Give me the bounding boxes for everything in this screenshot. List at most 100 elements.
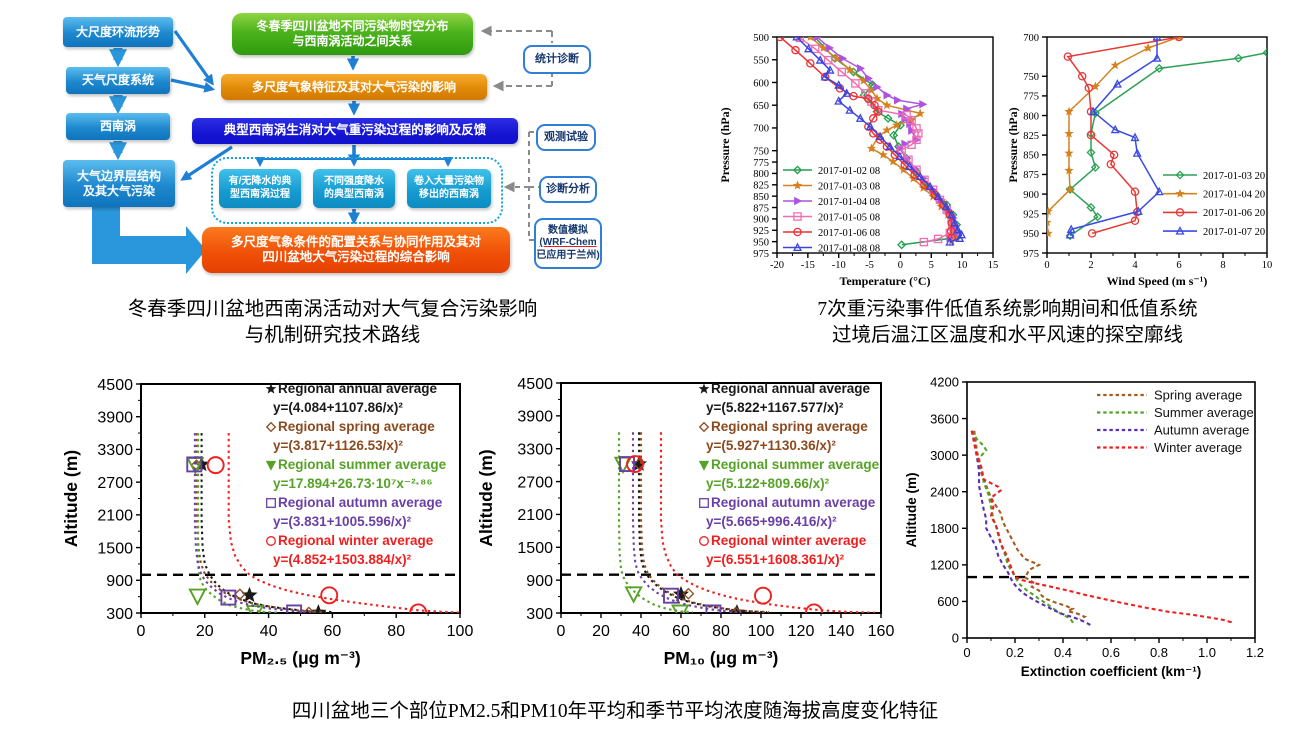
svg-text:10: 10 [957,260,968,271]
svg-text:-15: -15 [801,260,815,271]
svg-text:0.2: 0.2 [1006,645,1024,660]
svg-text:650: 650 [753,101,769,112]
flowchart-box-o1: 多尺度气象特征及其对大气污染的影响 [221,74,487,100]
flowchart-box-r2-line1: 观测试验 [544,130,588,143]
svg-text:y=(4.084+1107.86/x)²: y=(4.084+1107.86/x)² [273,400,403,415]
chart-pm25-altitude: 0 20 40 60 80 100 300 900 1500 2100 2700 3300 3900 45… [55,368,475,685]
temp-profile-svg: -20 -15 -10 -5 0 5 10 15 500 550 600 650 700 75077580… [718,33,999,288]
svg-text:15: 15 [988,260,999,271]
flowchart-box-b4-line1: 大气边界层结构 [76,168,161,183]
svg-text:Altitude (m): Altitude (m) [904,473,919,548]
flowchart-box-o2-line2: 四川盆地大气污染过程的综合影响 [262,250,450,264]
extinction-altitude-svg: 0 0.2 0.4 0.6 0.8 1.0 1.2 0 600 1200 1800 2400 3000 3… [904,375,1264,679]
flowchart-box-r4: 数值模拟 (WRF-Chem 已应用于兰州) [534,218,602,269]
svg-text:0: 0 [557,623,566,640]
flowchart-arrows [92,25,553,274]
bottom-caption-line: 四川盆地三个部位PM2.5和PM10年平均和季节平均浓度随海拔高度变化特征 [291,701,939,722]
svg-text:2017-01-04 08: 2017-01-04 08 [818,197,880,208]
svg-text:750: 750 [1023,72,1039,83]
chart-pm10-altitude: 0 20 40 60 80 100 120 140 160 300 900 1500 2100 2700 3… [470,368,902,685]
svg-text:0: 0 [963,645,970,660]
svg-text:y=(3.817+1126.53/x)²: y=(3.817+1126.53/x)² [273,438,403,453]
svg-text:950: 950 [753,237,769,248]
svg-text:60: 60 [672,623,690,640]
svg-text:100: 100 [447,623,474,640]
svg-text:0: 0 [952,631,959,646]
svg-text:2017-01-07 20: 2017-01-07 20 [1203,227,1265,238]
svg-text:3600: 3600 [930,411,959,426]
svg-text:y=(3.831+1005.596/x)²: y=(3.831+1005.596/x)² [273,514,412,529]
svg-text:700: 700 [1023,33,1039,44]
svg-text:300: 300 [106,606,133,623]
svg-text:y=(5.665+996.416/x)²: y=(5.665+996.416/x)² [706,514,837,529]
svg-text:2017-01-03 08: 2017-01-03 08 [818,181,880,192]
svg-text:600: 600 [937,594,959,609]
svg-text:Regional annual average: Regional annual average [278,381,438,396]
svg-text:4: 4 [1132,260,1138,271]
flowchart-box-b2: 天气尺度系统 [66,67,170,94]
svg-text:40: 40 [632,623,650,640]
svg-text:0.6: 0.6 [1102,645,1120,660]
flowchart-box-b3: 西南涡 [66,113,170,140]
svg-text:925: 925 [1023,210,1039,221]
svg-text:Regional summer average: Regional summer average [278,457,447,472]
svg-text:825: 825 [753,181,769,192]
svg-text:Pressure (hPa): Pressure (hPa) [1006,107,1020,182]
svg-text:2100: 2100 [517,507,553,524]
svg-text:-10: -10 [832,260,846,271]
svg-text:140: 140 [828,623,855,640]
svg-text:1.0: 1.0 [1198,645,1216,660]
svg-text:Summer average: Summer average [1154,405,1254,420]
flowchart-box-g1-line2: 与西南涡活动之间关系 [292,34,413,48]
profiles-caption: 7次重污染事件低值系统影响期间和低值系统 过境后温江区温度和水平风速的探空廓线 [735,297,1280,348]
flowchart-box-r4-line3: 已应用于兰州) [536,249,600,261]
svg-text:700: 700 [753,124,769,135]
svg-text:Winter average: Winter average [1154,440,1242,455]
svg-text:925: 925 [753,226,769,237]
svg-text:0.8: 0.8 [1150,645,1168,660]
flowchart-box-o2: 多尺度气象条件的配置关系与协同作用及其对 四川盆地大气污染过程的综合影响 [202,227,510,273]
svg-text:850: 850 [753,192,769,203]
svg-text:800: 800 [1023,111,1039,122]
flowchart-box-o1-line1: 多尺度气象特征及其对大气污染的影响 [251,79,456,94]
flowchart-box-c3-line1: 卷入大量污染物 [414,176,484,188]
flowchart-box-r3-line1: 诊断分析 [546,182,590,195]
svg-text:775: 775 [1023,92,1039,103]
svg-text:1800: 1800 [930,521,959,536]
svg-text:Altitude (m): Altitude (m) [476,449,496,546]
svg-text:2017-01-06 20: 2017-01-06 20 [1203,208,1265,219]
chart-extinction-altitude: 0 0.2 0.4 0.6 0.8 1.0 1.2 0 600 1200 1800 2400 3000 3… [900,368,1302,685]
svg-text:875: 875 [753,203,769,214]
svg-text:120: 120 [788,623,815,640]
chart-windspeed-profile: 0 2 4 6 8 10 700 750 775 800 825 850 875 900 925 950 975… [1003,15,1275,298]
svg-text:Regional autumn average: Regional autumn average [278,495,443,510]
svg-text:3300: 3300 [97,442,133,459]
svg-text:2017-01-06 08: 2017-01-06 08 [818,228,880,239]
svg-text:Temperature (°C): Temperature (°C) [839,274,930,288]
svg-text:Regional summer average: Regional summer average [711,457,880,472]
svg-text:2017-01-08 08: 2017-01-08 08 [818,243,880,254]
svg-text:PM₁₀ (μg m⁻³): PM₁₀ (μg m⁻³) [664,648,779,668]
flowchart-box-bb-line1: 典型西南涡生消对大气重污染过程的影响及反馈 [223,123,487,138]
svg-text:2700: 2700 [97,475,133,492]
flowchart-box-o2-line1: 多尺度气象条件的配置关系与协同作用及其对 [230,234,481,249]
svg-text:y=(4.852+1503.884/x)²: y=(4.852+1503.884/x)² [273,552,412,567]
svg-text:825: 825 [1023,131,1039,142]
svg-text:y=(5.122+809.66/x)²: y=(5.122+809.66/x)² [706,476,830,491]
svg-text:y=17.894+26.73·10⁷x⁻²·⁸⁶: y=17.894+26.73·10⁷x⁻²·⁸⁶ [273,476,433,491]
flowchart-box-r4-line1: 数值模拟 [548,225,588,237]
flowchart-box-b1-line1: 大尺度环流形势 [75,24,160,39]
flowchart-caption: 冬春季四川盆地西南涡活动对大气复合污染影响 与机制研究技术路线 [55,297,610,348]
flowchart-box-b3-line1: 西南涡 [99,119,136,134]
flowchart-box-b1: 大尺度环流形势 [63,17,173,47]
svg-text:900: 900 [753,215,769,226]
flowchart-box-b4-line2: 及其大气污染 [82,183,155,198]
flowchart-box-c2-line1: 不同强度降水 [324,176,384,188]
svg-text:y=(6.551+1608.361/x)²: y=(6.551+1608.361/x)² [706,552,845,567]
svg-text:875: 875 [1023,170,1039,181]
svg-text:1500: 1500 [517,540,553,557]
svg-text:300: 300 [526,606,553,623]
svg-text:8: 8 [1220,260,1225,271]
svg-text:Regional spring average: Regional spring average [711,419,868,434]
svg-text:-20: -20 [770,260,784,271]
